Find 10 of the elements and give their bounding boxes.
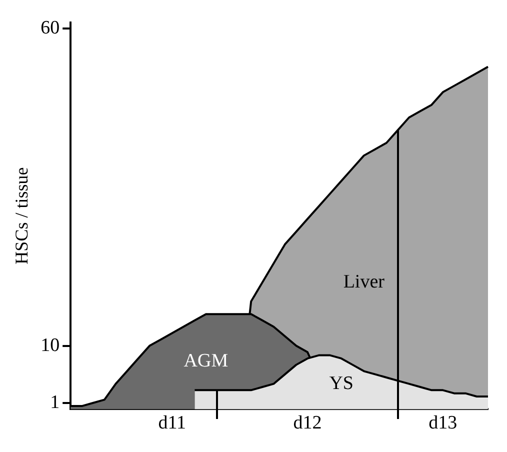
x-tick-label: d11 [158,412,186,434]
y-axis-title: HSCs / tissue [12,167,32,264]
series-label: Liver [343,271,386,292]
series-label: AGM [184,350,228,372]
series-label: YS [329,372,354,394]
y-tick-label: 1 [50,392,60,413]
y-tick-label: 10 [40,334,60,356]
y-tick-label: 60 [40,18,60,39]
x-tick-label: d13 [428,412,458,434]
x-tick-label: d12 [293,412,322,434]
